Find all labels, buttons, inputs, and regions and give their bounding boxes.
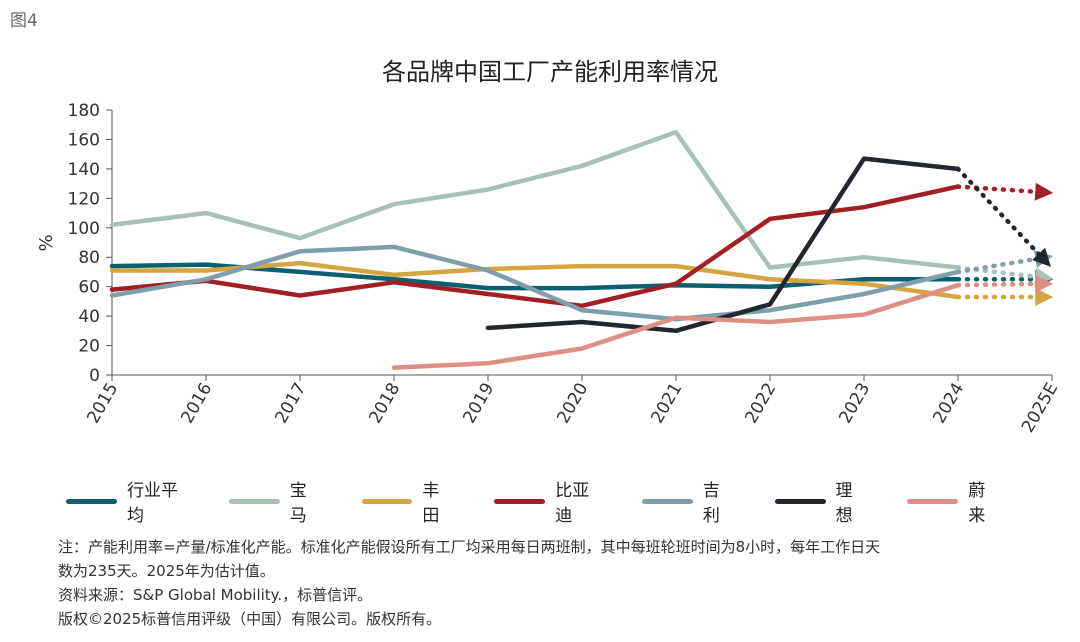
legend-item: 理想: [774, 476, 866, 526]
x-tick-label: 2025E: [1018, 380, 1062, 437]
legend-swatch: [642, 498, 693, 504]
series-line: [391, 282, 961, 370]
y-tick-label: 80: [78, 248, 100, 268]
y-tick-label: 40: [78, 307, 100, 327]
legend-label: 比亚迪: [555, 481, 590, 526]
forecast-arrow: [955, 182, 1054, 201]
legend-item: 宝马: [228, 476, 320, 526]
x-tick-label: 2018: [365, 380, 404, 427]
note-line: 注：产能利用率=产量/标准化产能。标准化产能假设所有工厂均采用每日两班制，其中每…: [58, 538, 881, 556]
legend-label: 理想: [835, 481, 853, 526]
y-tick-label: 120: [68, 189, 100, 209]
legend-swatch: [907, 498, 959, 504]
legend-item: 丰田: [361, 476, 453, 526]
series-line: [109, 184, 961, 309]
y-axis-label: %: [36, 234, 57, 251]
notes: 注：产能利用率=产量/标准化产能。标准化产能假设所有工厂均采用每日两班制，其中每…: [58, 535, 1048, 631]
series-layer: [109, 129, 1054, 370]
series-line: [109, 244, 961, 322]
forecast-arrow: [955, 166, 1051, 267]
y-tick-label: 20: [78, 337, 100, 357]
note-line: 数为235天。2025年为估计值。: [58, 562, 275, 580]
legend-swatch: [228, 498, 280, 504]
legend-swatch: [774, 498, 826, 504]
legend-swatch: [66, 498, 118, 504]
x-tick-label: 2020: [553, 380, 592, 427]
y-tick-label: 160: [68, 130, 100, 150]
axes: 0 20 40 60 80 100 120 140 160 180 2015 2016 2017 2018…: [68, 101, 1063, 436]
x-tick-label: 2024: [929, 380, 968, 427]
y-tick-label: 140: [68, 160, 100, 180]
x-tick-label: 2015: [83, 380, 122, 427]
legend-label: 丰田: [422, 481, 440, 526]
forecast-arrow: [955, 274, 1054, 293]
x-tick-label: 2022: [741, 380, 780, 427]
legend-label: 蔚来: [968, 481, 986, 526]
source-line: 资料来源：S&P Global Mobility.，标普信评。: [58, 586, 373, 604]
x-tick-label: 2023: [835, 380, 874, 427]
series-line: [109, 129, 961, 270]
y-tick-label: 100: [68, 219, 100, 239]
legend-label: 宝马: [289, 481, 307, 526]
legend-swatch: [361, 498, 413, 504]
x-tick-label: 2019: [459, 380, 498, 427]
legend-item: 蔚来: [907, 476, 998, 526]
x-tick-label: 2017: [271, 380, 310, 427]
x-tick-label: 2021: [647, 380, 686, 427]
y-tick-label: 180: [68, 101, 100, 121]
legend: 行业平均 宝马 丰田 比亚迪 吉利 理想 蔚来: [66, 476, 1040, 526]
legend-item: 行业平均: [66, 476, 187, 526]
legend-item: 比亚迪: [494, 476, 600, 526]
chart-title: 各品牌中国工厂产能利用率情况: [382, 58, 718, 86]
legend-label: 行业平均: [127, 481, 179, 526]
x-tick-label: 2016: [177, 380, 216, 427]
legend-swatch: [494, 498, 546, 504]
legend-item: 吉利: [642, 476, 733, 526]
y-tick-label: 0: [89, 366, 100, 386]
legend-label: 吉利: [702, 481, 720, 526]
y-tick-label: 60: [78, 278, 100, 298]
forecast-arrow: [955, 265, 1054, 286]
line-chart: 0 20 40 60 80 100 120 140 160 180 2015 2016 2017 2018…: [36, 101, 1063, 436]
figure-label: 图4: [10, 11, 38, 31]
forecast-arrow: [955, 250, 1054, 275]
copyright-line: 版权©2025标普信用评级（中国）有限公司。版权所有。: [58, 610, 442, 628]
